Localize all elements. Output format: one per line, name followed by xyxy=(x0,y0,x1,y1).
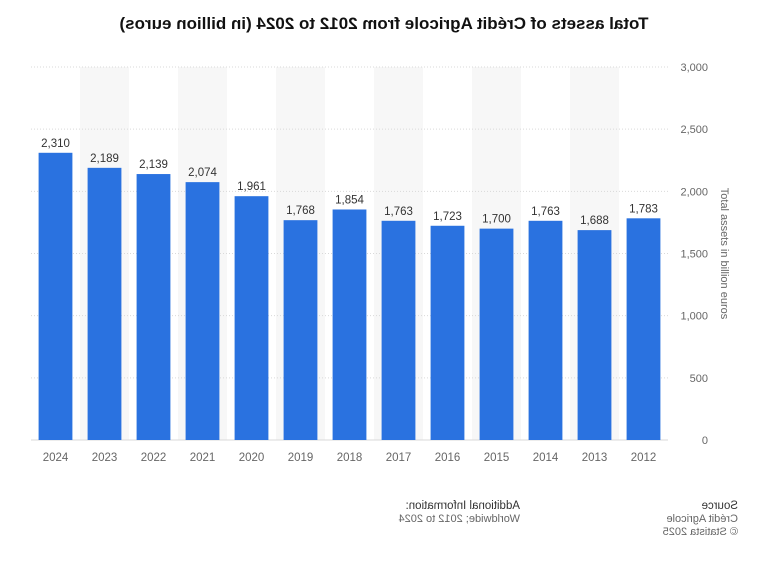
value-label-2013: 1,688 xyxy=(580,215,609,227)
x-tick-label-2016: 2016 xyxy=(435,452,461,464)
value-label-2021: 2,074 xyxy=(188,167,217,179)
value-label-2019: 1,768 xyxy=(286,205,315,217)
y-tick-label-1000: 1,000 xyxy=(680,311,708,323)
bar-2023 xyxy=(87,167,122,440)
value-label-2022: 2,139 xyxy=(139,159,168,171)
bar-2019 xyxy=(283,220,318,440)
x-tick-label-2022: 2022 xyxy=(141,452,167,464)
y-tick-label-2000: 2,000 xyxy=(680,186,708,198)
x-tick-label-2023: 2023 xyxy=(92,452,118,464)
x-tick-label-2012: 2012 xyxy=(631,452,657,464)
bar-2015 xyxy=(479,228,514,440)
value-label-2018: 1,854 xyxy=(335,194,364,206)
y-axis-title: Total assets in billion euros xyxy=(718,188,730,320)
value-label-2017: 1,763 xyxy=(384,206,413,218)
value-label-2023: 2,189 xyxy=(90,153,119,165)
bar-2012 xyxy=(626,218,661,440)
x-tick-label-2013: 2013 xyxy=(582,452,608,464)
bar-2022 xyxy=(136,174,171,440)
bar-2016 xyxy=(430,225,465,440)
source-heading: Source xyxy=(701,500,738,512)
y-tick-label-2500: 2,500 xyxy=(680,124,708,136)
source-block: Source Crédit Agricole © Statista 2025 xyxy=(663,500,738,539)
value-label-2012: 1,783 xyxy=(629,203,658,215)
x-tick-label-2019: 2019 xyxy=(288,452,314,464)
value-label-2024: 2,310 xyxy=(41,138,70,150)
bar-2021 xyxy=(185,182,220,440)
value-label-2020: 1,961 xyxy=(237,181,266,193)
bar-2017 xyxy=(381,220,416,440)
x-tick-label-2020: 2020 xyxy=(239,452,265,464)
additional-info-heading: Additional Information: xyxy=(405,500,520,512)
x-tick-label-2017: 2017 xyxy=(386,452,412,464)
bar-2020 xyxy=(234,196,269,440)
y-tick-label-1500: 1,500 xyxy=(680,249,708,261)
value-label-2014: 1,763 xyxy=(531,206,560,218)
y-tick-label-3000: 3,000 xyxy=(680,62,708,74)
value-label-2015: 1,700 xyxy=(482,214,511,226)
additional-info-text: Worldwide; 2012 to 2024 xyxy=(398,513,521,525)
x-tick-label-2014: 2014 xyxy=(533,452,559,464)
x-tick-label-2024: 2024 xyxy=(43,452,69,464)
x-tick-label-2021: 2021 xyxy=(190,452,216,464)
y-tick-label-0: 0 xyxy=(702,435,708,447)
bar-2018 xyxy=(332,209,367,440)
x-tick-label-2018: 2018 xyxy=(337,452,363,464)
y-tick-label-500: 500 xyxy=(690,373,708,385)
source-copyright: © Statista 2025 xyxy=(662,526,738,538)
bar-2014 xyxy=(528,220,563,440)
value-label-2016: 1,723 xyxy=(433,211,462,223)
source-publisher: Crédit Agricole xyxy=(666,513,738,525)
bar-2024 xyxy=(38,152,73,441)
additional-info-block: Additional Information: Worldwide; 2012 … xyxy=(399,500,521,526)
x-tick-label-2015: 2015 xyxy=(484,452,510,464)
bar-2013 xyxy=(577,230,612,440)
